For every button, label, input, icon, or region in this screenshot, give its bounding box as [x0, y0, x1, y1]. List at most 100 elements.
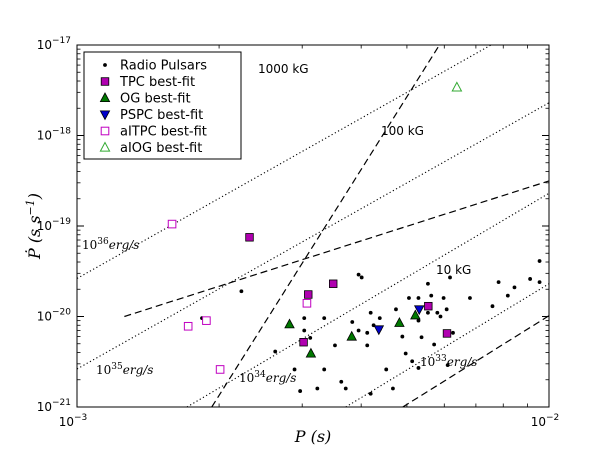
y-tick-base: 10 [37, 400, 52, 414]
luminosity-line-1 [77, 45, 493, 279]
tpc-best-fit-point-4 [299, 338, 308, 347]
label-10-kg: 10 kG [436, 263, 471, 277]
tpc-best-fit-point-5 [424, 301, 433, 311]
radio-pulsars-point-37 [426, 310, 430, 315]
y-tick-exp: −18 [52, 127, 71, 137]
radio-pulsars-point-16 [356, 328, 361, 333]
lum34-exp: 34 [254, 370, 266, 380]
y-tick-label-5: 10−17 [37, 36, 71, 52]
radio-pulsars-point-17 [356, 272, 361, 277]
radio-pulsars-point-48 [468, 296, 472, 300]
y-tick-label-1: 10−21 [37, 398, 71, 414]
lum33-exp: 33 [435, 354, 447, 364]
radio-pulsars-point-11 [322, 316, 327, 321]
label-1e34-erg: 1034erg/s [239, 370, 296, 385]
radio-pulsars-point-36 [419, 335, 424, 340]
y-tick-label-2: 10−20 [37, 308, 72, 324]
y-tick-exp: −17 [52, 36, 71, 46]
tpc-best-fit-point-3 [329, 279, 338, 288]
radio-pulsars-point-27 [391, 386, 395, 391]
radio-pulsars-point-34 [416, 296, 421, 300]
x-tick-exp: −3 [74, 413, 87, 423]
radio-pulsars-point-42 [438, 314, 443, 319]
legend-label-aitpc-best-fit: aITPC best-fit [120, 125, 207, 140]
radio-pulsars-point-22 [368, 391, 373, 396]
radio-pulsars-point-12 [333, 343, 337, 348]
pspc-best-fit-point-2 [413, 305, 425, 316]
y-tick-exp: −19 [52, 217, 71, 227]
aiog-best-fit-point-1 [451, 81, 463, 92]
y-tick-exp: −20 [52, 308, 71, 318]
radio-pulsars-point-51 [505, 293, 510, 298]
label-1e35-erg: 1035erg/s [96, 362, 153, 377]
reference-lines [77, 45, 549, 407]
radio-pulsars-point-9 [315, 386, 320, 391]
legend-marker-og-best-fit [99, 92, 111, 102]
radio-pulsars-point-24 [377, 316, 382, 321]
x-tick-label-2: 10−2 [531, 413, 560, 429]
og-best-fit-point-3 [346, 330, 358, 341]
radio-pulsars-point-30 [403, 351, 408, 356]
radio-pulsars-point-4 [292, 367, 297, 372]
tpc-best-fit-point-6 [442, 329, 452, 338]
radio-pulsars-point-14 [343, 386, 348, 391]
radio-pulsars-point-10 [322, 367, 327, 372]
og-best-fit-point-1 [284, 318, 295, 329]
label-100-kg: 100 kG [381, 124, 424, 138]
y-tick-label-4: 10−18 [37, 127, 72, 143]
y-tick-exp: −21 [52, 398, 71, 408]
aitpc-best-fit-point-1 [167, 219, 177, 229]
lum35-exp: 35 [111, 362, 123, 372]
radio-pulsars-point-41 [435, 310, 440, 315]
radio-pulsars-point-6 [302, 328, 307, 333]
aitpc-best-fit-point-3 [202, 316, 211, 325]
luminosity-line-4 [345, 283, 549, 407]
pspc-best-fit-point-1 [373, 325, 385, 336]
radio-pulsars-point-7 [302, 316, 307, 321]
radio-pulsars-point-8 [308, 336, 313, 340]
y-axis-label-sup: −1 [24, 199, 37, 215]
legend-label-tpc-best-fit: TPC best-fit [119, 75, 195, 90]
legend-marker-tpc-best-fit [100, 77, 110, 86]
x-tick-base: 10 [531, 415, 546, 429]
radio-pulsars-point-39 [429, 293, 434, 298]
legend-marker-radio-pulsars [103, 63, 107, 67]
data-points [167, 81, 542, 396]
field-line-1 [211, 45, 440, 407]
lum35-unit: erg/s [123, 363, 154, 377]
x-tick-exp: −2 [546, 413, 559, 423]
y-tick-base: 10 [37, 219, 52, 233]
radio-pulsars-point-46 [451, 330, 455, 335]
lum35-base: 10 [96, 363, 111, 377]
legend-label-og-best-fit: OG best-fit [120, 92, 191, 107]
y-tick-base: 10 [37, 310, 52, 324]
radio-pulsars-point-55 [537, 259, 542, 263]
radio-pulsars-point-21 [368, 310, 373, 315]
lum36-exp: 36 [97, 237, 109, 247]
legend-marker-pspc-best-fit [99, 110, 111, 121]
radio-pulsars-point-18 [359, 275, 364, 280]
radio-pulsars-point-29 [400, 334, 405, 339]
radio-pulsars-point-43 [441, 296, 446, 300]
lum33-base: 10 [420, 355, 435, 369]
og-best-fit-point-4 [394, 317, 405, 327]
radio-pulsars-point-38 [426, 281, 430, 286]
field-line-3 [402, 315, 549, 407]
legend-label-radio-pulsars: Radio Pulsars [120, 59, 207, 74]
aitpc-best-fit-point-5 [302, 298, 312, 308]
radio-pulsars-point-19 [365, 330, 370, 335]
lum36-unit: erg/s [109, 238, 140, 252]
radio-pulsars-point-28 [394, 307, 398, 312]
legend-label-aiog-best-fit: aIOG best-fit [120, 141, 202, 156]
radio-pulsars-point-49 [490, 304, 495, 309]
radio-pulsars-point-47 [445, 363, 450, 368]
x-tick-label-1: 10−3 [59, 413, 88, 429]
x-tick-base: 10 [59, 415, 74, 429]
radio-pulsars-point-40 [432, 342, 437, 347]
lum36-base: 10 [82, 238, 97, 252]
radio-pulsars-point-32 [410, 359, 415, 364]
radio-pulsars-point-35 [416, 318, 421, 323]
label-1e36-erg: 1036erg/s [82, 237, 139, 252]
